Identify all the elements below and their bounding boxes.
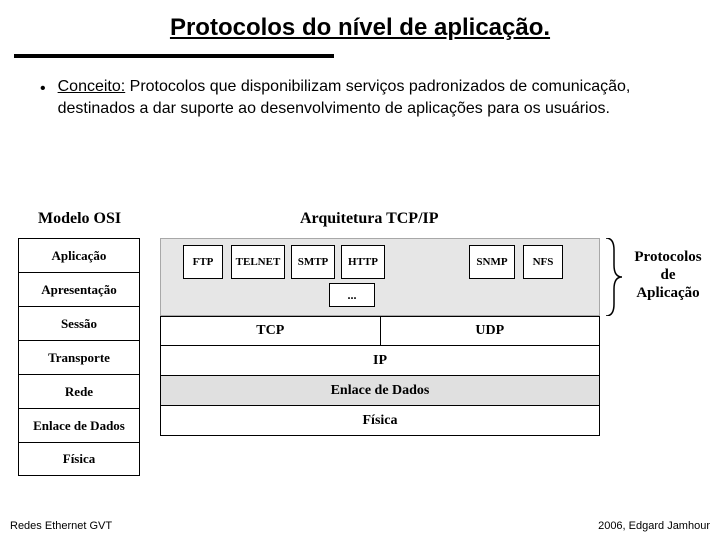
proto-ellipsis: ... [329,283,375,307]
osi-layer: Sessão [18,306,139,340]
osi-layer: Enlace de Dados [18,408,139,442]
network-row: IP [160,346,600,376]
osi-layer: Transporte [18,340,139,374]
footer-left: Redes Ethernet GVT [10,520,112,532]
right-label-line2: de [628,266,708,284]
diagram-area: Modelo OSI Arquitetura TCP/IP Protocolos… [10,210,710,500]
right-label-line3: Aplicação [628,284,708,302]
brace-icon [604,238,622,316]
right-label: Protocolos de Aplicação [628,248,708,302]
proto-box-smtp: SMTP [291,245,335,279]
right-label-line1: Protocolos [628,248,708,266]
osi-layer: Apresentação [18,272,139,306]
page-title: Protocolos do nível de aplicação. [0,0,720,50]
proto-box-ftp: FTP [183,245,223,279]
osi-layer: Física [18,442,139,476]
transport-tcp: TCP [161,316,381,345]
datalink-row: Enlace de Dados [160,376,600,406]
osi-layer: Aplicação [18,238,139,272]
app-protocols-row: FTP TELNET SMTP HTTP SNMP NFS ... [160,238,600,316]
physical-row: Física [160,406,600,436]
title-underline [14,54,334,58]
concept-label: Conceito: [58,78,126,95]
osi-heading: Modelo OSI [38,210,121,228]
tcpip-column: FTP TELNET SMTP HTTP SNMP NFS ... TCP UD… [160,238,600,436]
proto-box-telnet: TELNET [231,245,285,279]
proto-box-http: HTTP [341,245,385,279]
bullet-block: • Conceito: Protocolos que disponibiliza… [40,76,680,119]
proto-box-nfs: NFS [523,245,563,279]
transport-row: TCP UDP [160,316,600,346]
osi-layer: Rede [18,374,139,408]
concept-text: Protocolos que disponibilizam serviços p… [58,78,631,117]
tcpip-heading: Arquitetura TCP/IP [300,210,439,228]
osi-column: Aplicação Apresentação Sessão Transporte… [18,238,140,476]
transport-udp: UDP [381,316,600,345]
bullet-dot: • [40,78,46,119]
proto-box-snmp: SNMP [469,245,515,279]
bullet-text: Conceito: Protocolos que disponibilizam … [58,76,680,119]
footer-right: 2006, Edgard Jamhour [598,520,710,532]
